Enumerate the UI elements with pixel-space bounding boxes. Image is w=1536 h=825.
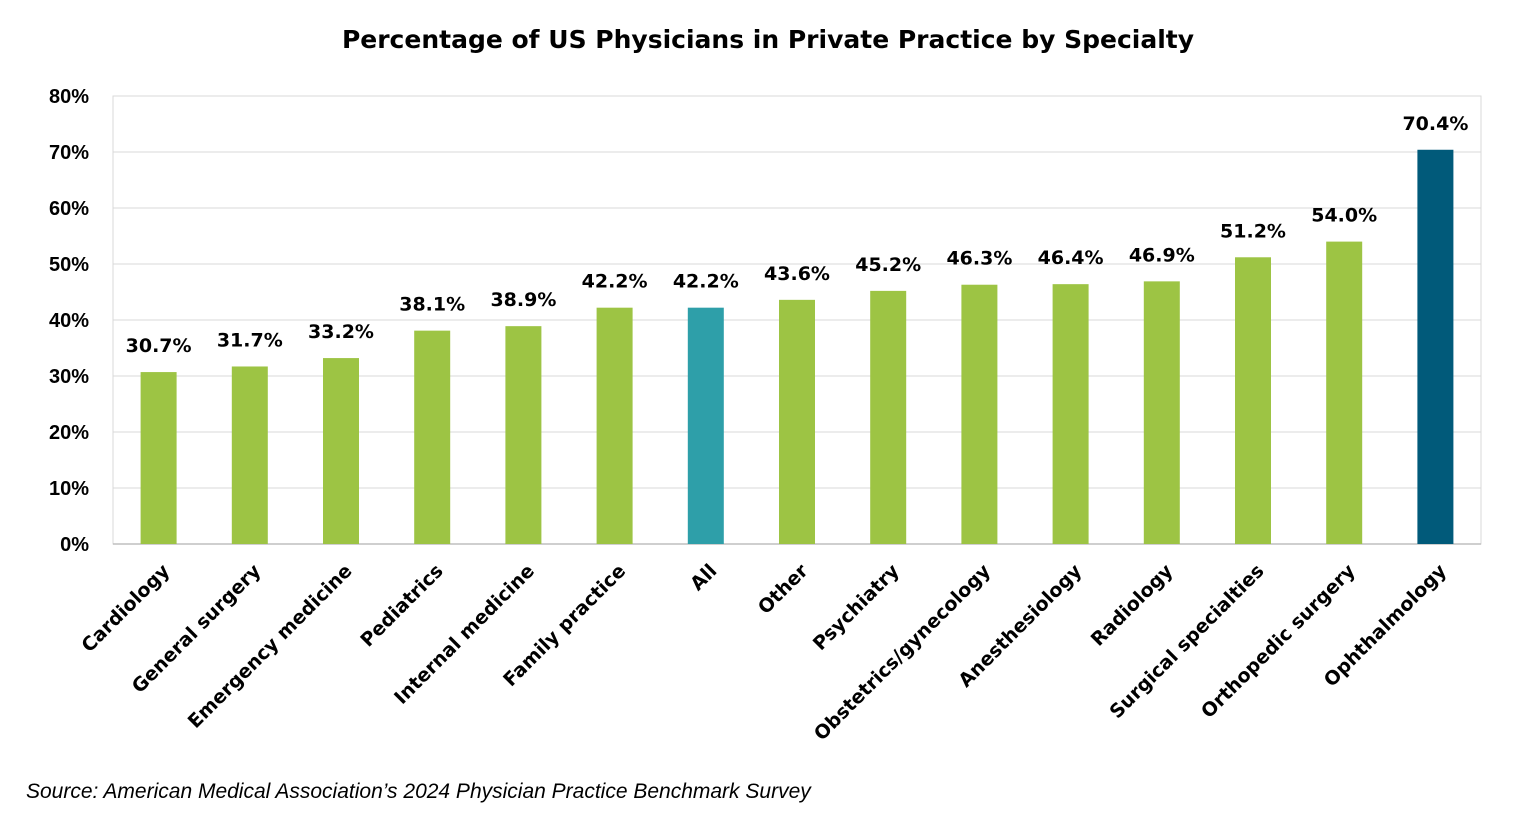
- bar: [687, 307, 724, 544]
- y-axis: 0% 10% 20% 30% 40% 50% 60% 70% 80%: [49, 86, 89, 556]
- data-label: 42.2%: [673, 271, 739, 293]
- source-note: Source: American Medical Association’s 2…: [26, 780, 811, 803]
- data-label: 38.9%: [490, 289, 556, 311]
- data-label: 51.2%: [1220, 220, 1286, 242]
- bar: [961, 284, 998, 544]
- data-label: 31.7%: [217, 329, 283, 351]
- bar: [870, 290, 907, 544]
- x-tick-label: Obstetrics/gynecology: [810, 560, 996, 746]
- bar: [231, 366, 268, 544]
- data-label: 30.7%: [126, 335, 192, 357]
- y-tick-label: 30%: [49, 366, 89, 388]
- x-tick-label: Orthopedic surgery: [1197, 560, 1360, 723]
- x-tick-label: Surgical specialties: [1105, 560, 1268, 723]
- data-label: 46.9%: [1129, 244, 1195, 266]
- bar: [1143, 281, 1180, 544]
- bar: [1052, 284, 1089, 544]
- bar: [1326, 241, 1363, 544]
- x-tick-label: Radiology: [1087, 560, 1178, 651]
- data-label: 38.1%: [399, 294, 465, 316]
- bar: [1235, 257, 1271, 544]
- data-label: 70.4%: [1402, 113, 1468, 135]
- x-tick-label: Emergency medicine: [184, 560, 357, 733]
- data-labels: 30.7% 31.7% 33.2% 38.1% 38.9% 42.2% 42.2% 43.6%…: [126, 113, 1469, 357]
- x-tick-label: Pediatrics: [356, 560, 447, 651]
- y-tick-label: 20%: [49, 422, 89, 444]
- x-tick-label: Psychiatry: [809, 560, 904, 655]
- data-label: 54.0%: [1311, 205, 1377, 227]
- y-tick-label: 70%: [49, 142, 89, 164]
- data-label: 42.2%: [582, 271, 648, 293]
- y-tick-label: 50%: [49, 254, 89, 276]
- data-label: 33.2%: [308, 321, 374, 343]
- data-label: 46.3%: [946, 248, 1012, 270]
- y-tick-label: 10%: [49, 478, 89, 500]
- y-tick-label: 0%: [60, 534, 89, 556]
- x-tick-label: Other: [754, 560, 813, 619]
- y-tick-label: 80%: [49, 86, 89, 108]
- bar: [323, 358, 359, 544]
- data-label: 46.4%: [1038, 247, 1104, 269]
- bar: [414, 330, 451, 544]
- bar: [140, 372, 177, 544]
- bar: [1417, 149, 1454, 544]
- data-label: 43.6%: [764, 263, 830, 285]
- y-tick-label: 40%: [49, 310, 89, 332]
- bar: [779, 299, 815, 544]
- bar: [505, 326, 542, 544]
- bars: [140, 149, 1454, 544]
- bar: [596, 307, 633, 544]
- data-label: 45.2%: [855, 254, 921, 276]
- y-tick-label: 60%: [49, 198, 89, 220]
- x-tick-label: All: [686, 560, 721, 595]
- chart-title: Percentage of US Physicians in Private P…: [342, 25, 1194, 54]
- x-tick-label: Cardiology: [77, 560, 174, 657]
